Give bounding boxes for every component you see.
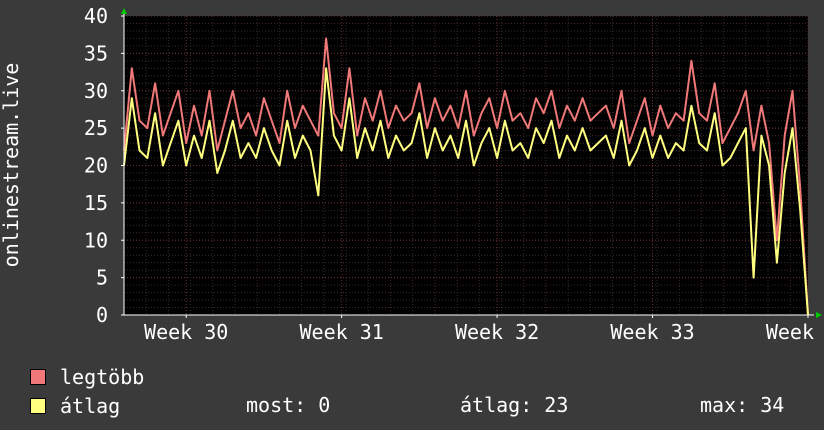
grid (123, 15, 809, 316)
x-axis-arrow (816, 312, 822, 318)
axes (121, 8, 822, 318)
x-tick-label: Week 32 (455, 320, 539, 344)
y-tick-label: 15 (84, 191, 108, 215)
y-tick-label: 0 (96, 303, 108, 327)
x-tick-label: Week 34 (766, 320, 824, 344)
y-tick-label: 35 (84, 41, 108, 65)
legend: legtöbb átlag most: 0 átlag: 23 max: 34 (30, 362, 810, 420)
legend-swatch-avg (30, 397, 46, 414)
legend-label-avg: átlag (60, 393, 121, 418)
y-axis-label: onlinestream.live (0, 63, 23, 268)
series-layer (123, 37, 809, 316)
legend-label-max: legtöbb (60, 364, 145, 389)
y-axis-arrow (121, 8, 127, 14)
y-tick-label: 10 (84, 228, 108, 252)
stat-average: átlag: 23 (460, 393, 569, 417)
x-tick-label: Week 33 (610, 320, 694, 344)
y-tick-label: 25 (84, 116, 108, 140)
y-tick-label: 40 (84, 4, 108, 28)
stat-now: most: 0 (246, 393, 331, 417)
x-tick-labels: Week 30 Week 31 Week 32 Week 33 Week 34 (144, 315, 824, 344)
y-tick-label: 20 (84, 154, 108, 178)
legend-row-max: legtöbb (30, 362, 810, 391)
x-tick-label: Week 30 (144, 320, 228, 344)
legend-swatch-max (30, 368, 46, 385)
y-tick-labels: 0 5 10 15 20 25 30 35 40 (84, 4, 124, 327)
y-tick-label: 5 (96, 266, 108, 290)
series-line-avg (123, 67, 809, 316)
series-line-max (123, 37, 809, 316)
x-tick-label: Week 31 (299, 320, 383, 344)
y-tick-label: 30 (84, 79, 108, 103)
legend-row-avg: átlag most: 0 átlag: 23 max: 34 (30, 391, 810, 420)
stat-max: max: 34 (700, 393, 785, 417)
